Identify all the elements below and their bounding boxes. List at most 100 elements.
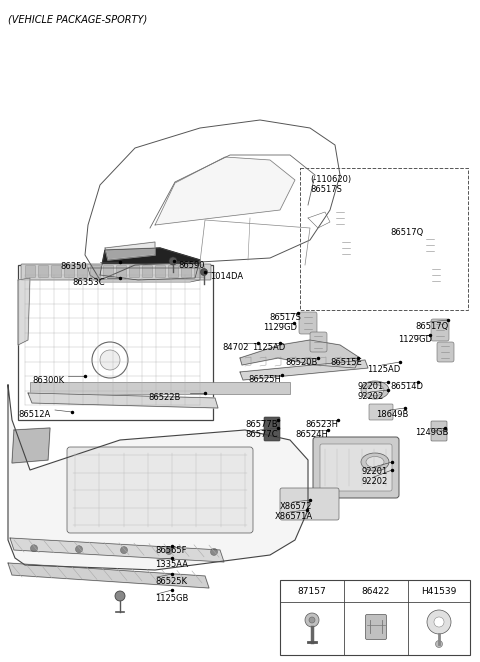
Text: 86520B: 86520B (285, 358, 317, 367)
Circle shape (434, 617, 444, 627)
Text: 87157: 87157 (298, 587, 326, 596)
Text: 1335AA: 1335AA (155, 560, 188, 569)
FancyBboxPatch shape (25, 265, 36, 277)
FancyBboxPatch shape (320, 444, 392, 491)
FancyBboxPatch shape (428, 264, 445, 286)
FancyBboxPatch shape (168, 265, 179, 277)
Text: 1129GD: 1129GD (263, 323, 297, 332)
FancyBboxPatch shape (431, 319, 449, 341)
Text: 1125AD: 1125AD (252, 343, 285, 352)
FancyBboxPatch shape (299, 312, 317, 334)
Bar (300, 168, 468, 310)
FancyBboxPatch shape (313, 437, 399, 498)
FancyBboxPatch shape (117, 265, 127, 277)
Text: 1129GD: 1129GD (398, 335, 432, 344)
Circle shape (169, 257, 177, 265)
Text: 86512A: 86512A (18, 410, 50, 419)
FancyBboxPatch shape (365, 614, 386, 639)
Text: (VEHICLE PACKAGE-SPORTY): (VEHICLE PACKAGE-SPORTY) (8, 14, 147, 24)
Polygon shape (88, 268, 200, 282)
Polygon shape (8, 385, 308, 570)
FancyBboxPatch shape (437, 342, 454, 362)
FancyBboxPatch shape (181, 265, 192, 277)
Text: 84702: 84702 (222, 343, 249, 352)
Ellipse shape (366, 385, 384, 395)
FancyBboxPatch shape (21, 264, 211, 280)
Circle shape (427, 610, 451, 634)
FancyBboxPatch shape (130, 265, 140, 277)
Polygon shape (8, 563, 209, 588)
Circle shape (309, 617, 315, 623)
FancyBboxPatch shape (337, 236, 355, 260)
Circle shape (211, 548, 217, 555)
Ellipse shape (361, 381, 389, 399)
Text: 86522B: 86522B (148, 393, 180, 402)
Polygon shape (240, 340, 360, 368)
Text: 86514D: 86514D (390, 382, 423, 391)
Polygon shape (155, 157, 295, 225)
Text: 92201: 92201 (358, 382, 384, 391)
Ellipse shape (361, 453, 389, 471)
Text: X86571A: X86571A (275, 512, 313, 521)
Polygon shape (10, 538, 224, 562)
FancyBboxPatch shape (330, 205, 350, 231)
Text: 1249GB: 1249GB (415, 428, 448, 437)
FancyBboxPatch shape (264, 417, 280, 441)
FancyBboxPatch shape (369, 404, 393, 420)
FancyBboxPatch shape (194, 265, 204, 277)
Circle shape (435, 641, 443, 647)
FancyBboxPatch shape (38, 265, 48, 277)
Bar (280, 580, 470, 655)
Circle shape (31, 545, 37, 552)
Circle shape (100, 350, 120, 370)
Text: 86517S: 86517S (310, 185, 342, 194)
Text: 1125GB: 1125GB (155, 594, 188, 603)
Ellipse shape (366, 457, 384, 467)
Text: X86572: X86572 (280, 502, 312, 511)
Text: 86577C: 86577C (245, 430, 277, 439)
Text: 86577B: 86577B (245, 420, 277, 429)
Polygon shape (105, 242, 155, 260)
Text: 86350: 86350 (60, 262, 86, 271)
Polygon shape (100, 248, 200, 280)
FancyBboxPatch shape (156, 265, 166, 277)
Text: 1014DA: 1014DA (210, 272, 243, 281)
Text: 1125AD: 1125AD (367, 365, 400, 374)
Polygon shape (28, 393, 218, 408)
Ellipse shape (90, 267, 130, 289)
Circle shape (92, 342, 128, 378)
Circle shape (115, 591, 125, 601)
Text: 92201: 92201 (362, 467, 388, 476)
Bar (18, 265, 213, 420)
Text: 86517Q: 86517Q (390, 228, 423, 237)
FancyBboxPatch shape (310, 332, 327, 352)
Text: 86515E: 86515E (330, 358, 362, 367)
Text: 86523H: 86523H (305, 420, 338, 429)
FancyBboxPatch shape (421, 233, 439, 257)
Text: 86517S: 86517S (269, 313, 301, 322)
FancyBboxPatch shape (104, 265, 113, 277)
Polygon shape (12, 428, 50, 463)
FancyBboxPatch shape (30, 382, 290, 394)
Text: 86517Q: 86517Q (415, 322, 448, 331)
Text: 86524H: 86524H (295, 430, 328, 439)
Text: 86353C: 86353C (72, 278, 105, 287)
FancyBboxPatch shape (143, 265, 153, 277)
Text: 92202: 92202 (362, 477, 388, 486)
Text: 86422: 86422 (362, 587, 390, 596)
Text: 86525H: 86525H (248, 375, 281, 384)
FancyBboxPatch shape (51, 265, 61, 277)
Polygon shape (240, 360, 368, 380)
Circle shape (305, 613, 319, 627)
FancyBboxPatch shape (67, 447, 253, 533)
FancyBboxPatch shape (114, 269, 141, 281)
Text: 86590: 86590 (178, 261, 204, 270)
Circle shape (166, 547, 172, 555)
Circle shape (120, 547, 128, 553)
Text: 86525K: 86525K (155, 577, 187, 586)
FancyBboxPatch shape (77, 265, 87, 277)
Text: H41539: H41539 (421, 587, 456, 596)
FancyBboxPatch shape (280, 488, 339, 520)
Polygon shape (18, 278, 30, 345)
FancyBboxPatch shape (431, 421, 447, 441)
